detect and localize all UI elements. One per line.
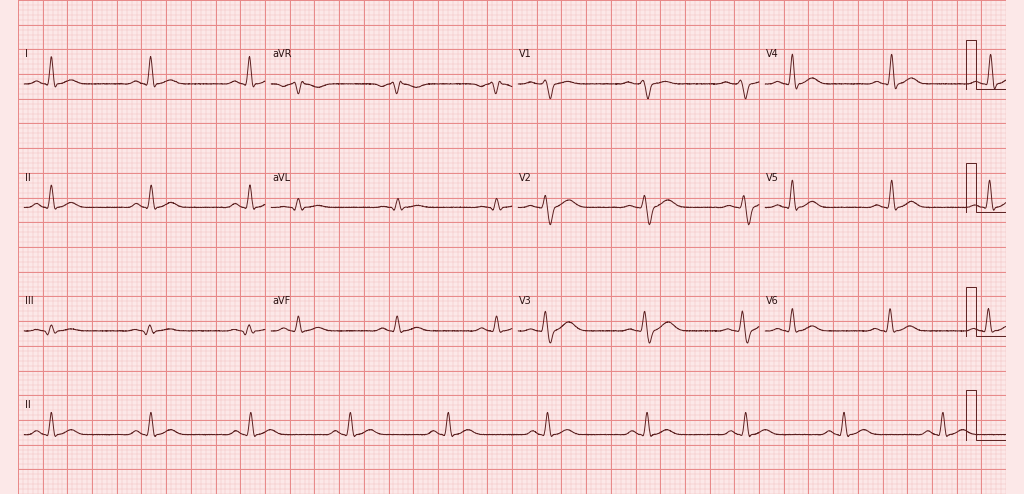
Text: V3: V3 xyxy=(519,296,532,306)
Text: aVR: aVR xyxy=(272,49,292,59)
Text: V1: V1 xyxy=(519,49,532,59)
Text: V5: V5 xyxy=(766,173,779,183)
Text: V6: V6 xyxy=(766,296,779,306)
Text: aVF: aVF xyxy=(272,296,291,306)
Text: aVL: aVL xyxy=(272,173,291,183)
Text: II: II xyxy=(26,400,31,410)
Text: I: I xyxy=(26,49,29,59)
Text: V4: V4 xyxy=(766,49,779,59)
Text: III: III xyxy=(26,296,34,306)
Text: II: II xyxy=(26,173,31,183)
Text: V2: V2 xyxy=(519,173,532,183)
